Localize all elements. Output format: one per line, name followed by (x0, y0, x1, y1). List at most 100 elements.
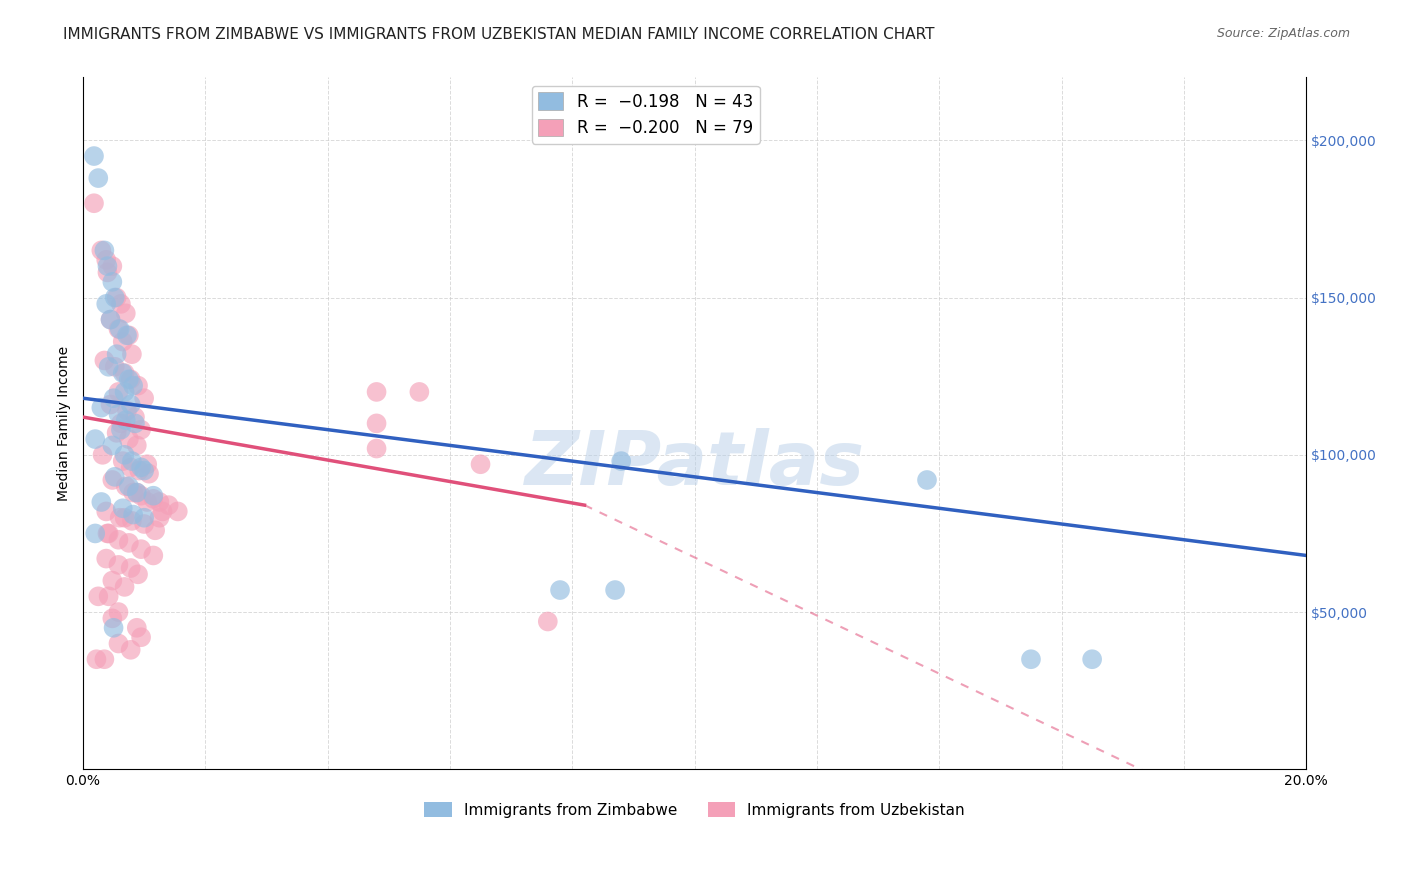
Point (470, 457, 492, 471)
Point (107, 558, 129, 572)
Y-axis label: Median Family Income: Median Family Income (58, 346, 72, 501)
Point (104, 291, 127, 305)
Point (125, 485, 148, 500)
Point (408, 384, 430, 399)
Point (90, 244, 112, 258)
Point (125, 438, 148, 452)
Point (97, 590, 120, 604)
Point (122, 508, 145, 522)
Point (1081, 652, 1104, 666)
Point (105, 347, 128, 361)
Point (97, 526, 120, 541)
Point (610, 454, 633, 468)
Point (166, 504, 188, 518)
Point (124, 417, 146, 431)
Point (111, 501, 134, 516)
Point (84, 526, 107, 541)
Point (122, 485, 145, 500)
Point (87, 171, 110, 186)
Point (93, 353, 115, 368)
Point (114, 448, 136, 462)
Point (129, 423, 152, 437)
Point (105, 291, 128, 305)
Point (134, 510, 156, 524)
Point (114, 384, 136, 399)
Point (152, 504, 174, 518)
Point (101, 259, 124, 273)
Point (101, 574, 124, 588)
Point (136, 457, 159, 471)
Point (124, 410, 146, 425)
Point (83, 149, 105, 163)
Point (103, 391, 125, 405)
Point (120, 561, 142, 575)
Point (915, 473, 938, 487)
Point (96, 297, 118, 311)
Point (129, 489, 152, 503)
Point (107, 636, 129, 650)
Point (96, 259, 118, 273)
Point (111, 454, 134, 468)
Point (114, 306, 136, 320)
Point (107, 533, 129, 547)
Point (125, 485, 148, 500)
Point (366, 417, 388, 431)
Point (115, 404, 138, 418)
Point (101, 275, 124, 289)
Point (93, 244, 115, 258)
Point (148, 495, 170, 509)
Point (110, 297, 132, 311)
Point (84, 432, 107, 446)
Point (120, 372, 142, 386)
Point (121, 347, 143, 361)
Point (108, 322, 131, 336)
Point (105, 425, 128, 440)
Point (90, 495, 112, 509)
Point (134, 391, 156, 405)
Text: Source: ZipAtlas.com: Source: ZipAtlas.com (1216, 27, 1350, 40)
Point (120, 397, 142, 411)
Point (93, 652, 115, 666)
Point (138, 467, 160, 481)
Point (118, 536, 141, 550)
Point (118, 432, 141, 446)
Point (96, 526, 118, 541)
Point (366, 442, 388, 456)
Point (96, 504, 118, 518)
Point (366, 384, 388, 399)
Point (87, 590, 110, 604)
Point (114, 510, 136, 524)
Point (122, 378, 145, 392)
Point (136, 495, 159, 509)
Point (114, 366, 136, 380)
Point (537, 615, 560, 629)
Point (148, 510, 170, 524)
Point (134, 516, 156, 531)
Point (91, 448, 114, 462)
Point (127, 378, 149, 392)
Point (96, 252, 118, 267)
Point (120, 460, 142, 475)
Point (127, 567, 149, 582)
Point (107, 407, 129, 421)
Point (134, 464, 156, 478)
Point (120, 642, 142, 657)
Point (129, 460, 152, 475)
Point (114, 580, 136, 594)
Point (101, 611, 124, 625)
Point (97, 359, 120, 374)
Text: IMMIGRANTS FROM ZIMBABWE VS IMMIGRANTS FROM UZBEKISTAN MEDIAN FAMILY INCOME CORR: IMMIGRANTS FROM ZIMBABWE VS IMMIGRANTS F… (63, 27, 935, 42)
Point (100, 397, 122, 411)
Point (104, 359, 127, 374)
Point (110, 423, 132, 437)
Point (118, 328, 141, 343)
Point (603, 582, 626, 597)
Point (96, 551, 118, 566)
Point (107, 605, 129, 619)
Legend: Immigrants from Zimbabwe, Immigrants from Uzbekistan: Immigrants from Zimbabwe, Immigrants fro… (418, 796, 972, 824)
Point (90, 401, 112, 415)
Point (118, 372, 141, 386)
Point (114, 479, 136, 493)
Point (107, 384, 129, 399)
Point (125, 621, 148, 635)
